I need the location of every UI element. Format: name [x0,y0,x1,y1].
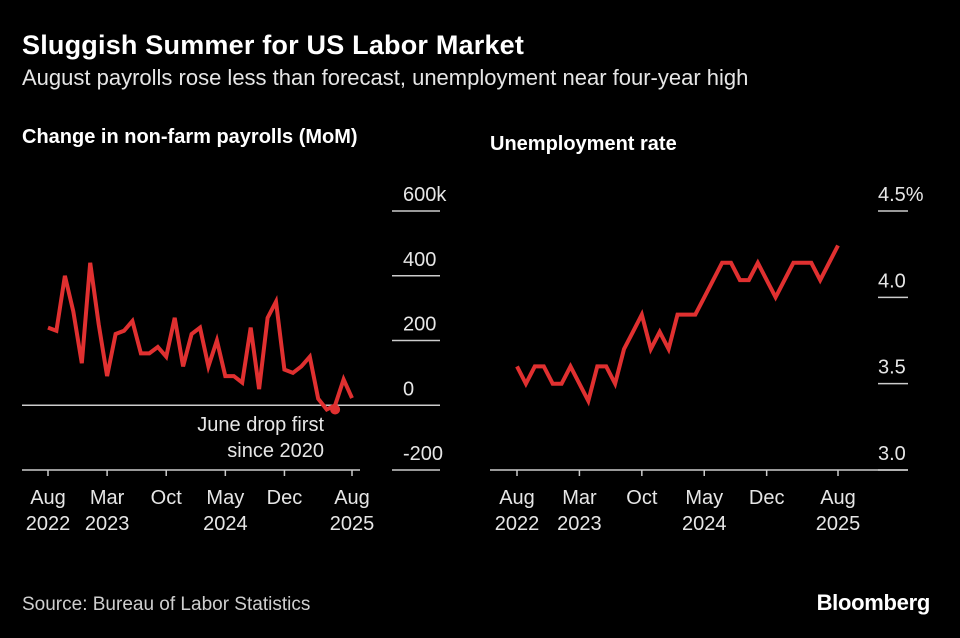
x-tick-label: Aug [30,487,66,509]
x-tick-label-year: 2024 [203,513,248,535]
x-tick-label-year: 2023 [557,513,602,535]
annotation-marker [330,404,341,415]
x-tick-label: Aug [334,487,370,509]
x-tick-label-year: 2023 [85,513,130,535]
x-tick-label: Dec [749,487,785,509]
y-tick-label: 4.5% [878,184,924,206]
y-tick-label: 400 [403,249,436,271]
source-note: Source: Bureau of Labor Statistics [22,594,311,615]
y-tick-label: -200 [403,443,443,465]
x-tick-label-year: 2022 [26,513,71,535]
y-tick-label: 0 [403,378,414,400]
chart-subtitle: August payrolls rose less than forecast,… [22,65,749,90]
x-tick-label: Mar [562,487,597,509]
unemployment-chart: 4.5% 4.0 3.5 3.0 Aug 2022 Mar 2023 Oct May 2024 Dec… [490,184,924,535]
x-tick-label-year: 2024 [682,513,727,535]
y-tick-label: 3.5 [878,357,906,379]
x-tick-label: May [206,487,244,509]
x-tick-label: Mar [90,487,125,509]
x-tick-label-year: 2022 [495,513,540,535]
series-line [515,244,840,407]
x-tick-label: Aug [820,487,856,509]
x-tick-label: Dec [267,487,303,509]
x-tick-label: Oct [151,487,183,509]
payrolls-panel-title: Change in non-farm payrolls (MoM) [22,126,358,148]
y-tick-label: 3.0 [878,443,906,465]
annotation-label: since 2020 [227,440,324,462]
annotation-label: June drop first [197,414,324,436]
x-tick-label-year: 2025 [330,513,375,535]
payrolls-chart: 600k 400 200 0 -200 Aug 2022 Mar 2023 Oct May 2024 D… [22,184,447,535]
y-tick-label: 4.0 [878,270,906,292]
x-tick-label-year: 2025 [816,513,861,535]
x-tick-label: Aug [499,487,535,509]
y-tick-label: 600k [403,184,447,206]
bloomberg-logo: Bloomberg [816,590,931,615]
y-tick-label: 200 [403,314,436,336]
chart-title: Sluggish Summer for US Labor Market [22,30,525,60]
series-line [47,262,354,413]
unemployment-panel-title: Unemployment rate [490,133,677,155]
x-tick-label: Oct [626,487,658,509]
x-tick-label: May [685,487,723,509]
